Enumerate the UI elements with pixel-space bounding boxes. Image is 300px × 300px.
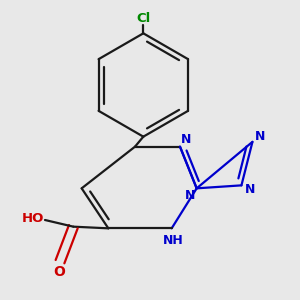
Text: Cl: Cl xyxy=(136,12,151,25)
Text: N: N xyxy=(244,183,255,196)
Text: N: N xyxy=(185,189,196,202)
Text: HO: HO xyxy=(22,212,44,224)
Text: N: N xyxy=(255,130,265,143)
Text: NH: NH xyxy=(163,235,184,248)
Text: N: N xyxy=(181,133,191,146)
Text: O: O xyxy=(54,265,66,279)
